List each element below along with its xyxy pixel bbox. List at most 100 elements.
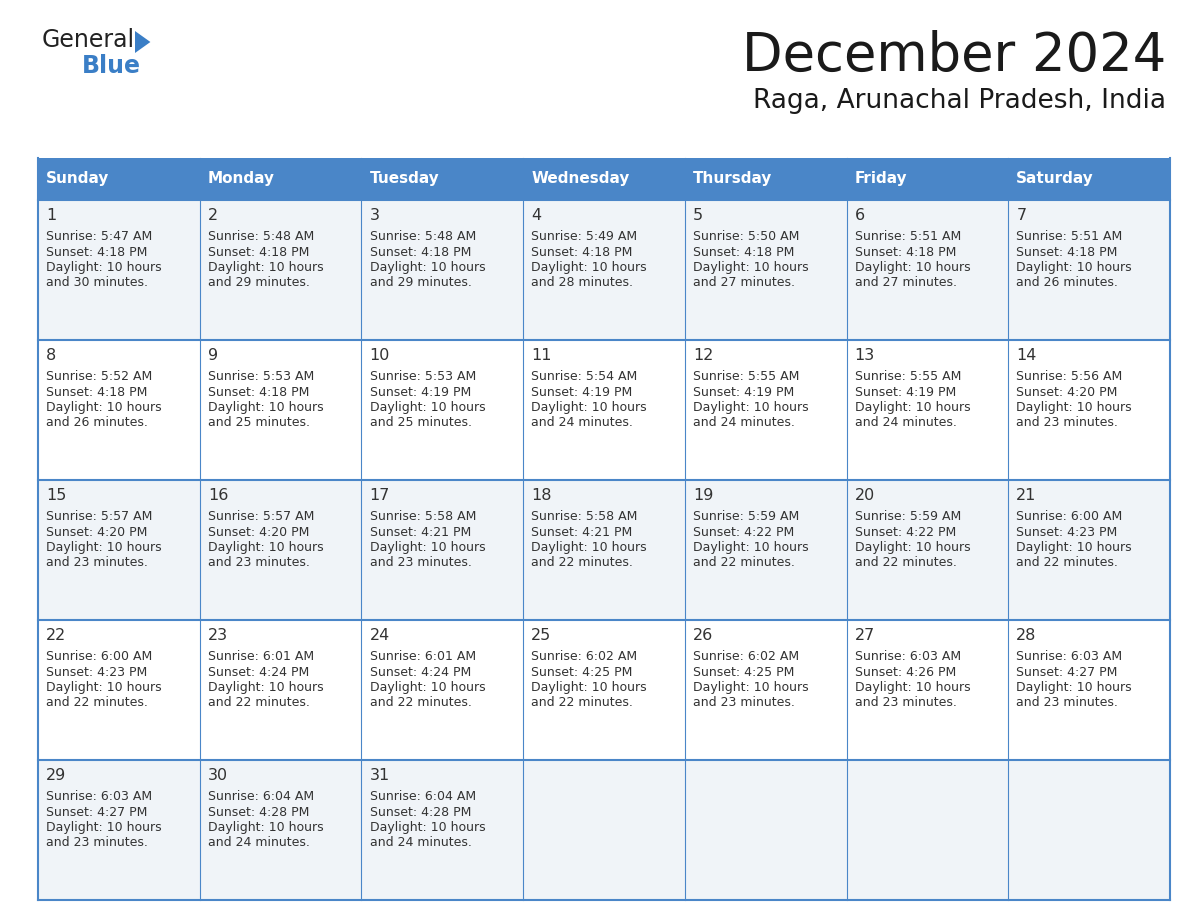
Text: 18: 18	[531, 488, 551, 503]
Text: Sunset: 4:20 PM: Sunset: 4:20 PM	[208, 525, 309, 539]
Text: 3: 3	[369, 208, 379, 223]
Text: Saturday: Saturday	[1017, 172, 1094, 186]
Text: Sunrise: 6:02 AM: Sunrise: 6:02 AM	[531, 650, 637, 663]
Text: Daylight: 10 hours: Daylight: 10 hours	[208, 821, 323, 834]
Text: and 30 minutes.: and 30 minutes.	[46, 276, 148, 289]
Text: Sunset: 4:19 PM: Sunset: 4:19 PM	[693, 386, 795, 398]
Text: Daylight: 10 hours: Daylight: 10 hours	[208, 401, 323, 414]
Text: Raga, Arunachal Pradesh, India: Raga, Arunachal Pradesh, India	[753, 88, 1165, 114]
Text: Sunset: 4:19 PM: Sunset: 4:19 PM	[854, 386, 956, 398]
Text: Sunset: 4:24 PM: Sunset: 4:24 PM	[369, 666, 470, 678]
Text: 4: 4	[531, 208, 542, 223]
Text: Sunset: 4:18 PM: Sunset: 4:18 PM	[369, 245, 470, 259]
Text: Sunrise: 6:03 AM: Sunrise: 6:03 AM	[46, 790, 152, 803]
Text: and 23 minutes.: and 23 minutes.	[1017, 697, 1118, 710]
Bar	[38, 200, 1170, 340]
Text: Sunrise: 5:53 AM: Sunrise: 5:53 AM	[369, 370, 475, 383]
Text: Sunset: 4:28 PM: Sunset: 4:28 PM	[369, 805, 470, 819]
Text: and 28 minutes.: and 28 minutes.	[531, 276, 633, 289]
Text: and 23 minutes.: and 23 minutes.	[369, 556, 472, 569]
Text: Daylight: 10 hours: Daylight: 10 hours	[854, 261, 971, 274]
Text: and 22 minutes.: and 22 minutes.	[208, 697, 310, 710]
Text: Daylight: 10 hours: Daylight: 10 hours	[369, 541, 485, 554]
Bar	[847, 158, 1009, 200]
Text: 17: 17	[369, 488, 390, 503]
Text: 15: 15	[46, 488, 67, 503]
Text: Sunrise: 5:47 AM: Sunrise: 5:47 AM	[46, 230, 152, 243]
Text: Sunset: 4:18 PM: Sunset: 4:18 PM	[46, 386, 147, 398]
Text: Daylight: 10 hours: Daylight: 10 hours	[531, 681, 646, 694]
Text: Sunset: 4:20 PM: Sunset: 4:20 PM	[46, 525, 147, 539]
Text: 12: 12	[693, 348, 713, 363]
Text: Sunset: 4:18 PM: Sunset: 4:18 PM	[208, 245, 309, 259]
Text: Sunrise: 5:55 AM: Sunrise: 5:55 AM	[854, 370, 961, 383]
Text: 28: 28	[1017, 628, 1037, 643]
Text: Sunrise: 5:51 AM: Sunrise: 5:51 AM	[854, 230, 961, 243]
Text: Daylight: 10 hours: Daylight: 10 hours	[369, 821, 485, 834]
Text: 23: 23	[208, 628, 228, 643]
Text: and 24 minutes.: and 24 minutes.	[693, 417, 795, 430]
Text: and 22 minutes.: and 22 minutes.	[531, 697, 633, 710]
Text: Daylight: 10 hours: Daylight: 10 hours	[693, 541, 809, 554]
Text: Daylight: 10 hours: Daylight: 10 hours	[208, 541, 323, 554]
Text: Sunset: 4:27 PM: Sunset: 4:27 PM	[1017, 666, 1118, 678]
Text: and 22 minutes.: and 22 minutes.	[369, 697, 472, 710]
Text: and 24 minutes.: and 24 minutes.	[208, 836, 310, 849]
Text: and 24 minutes.: and 24 minutes.	[369, 836, 472, 849]
Text: and 22 minutes.: and 22 minutes.	[46, 697, 148, 710]
Text: Sunset: 4:27 PM: Sunset: 4:27 PM	[46, 805, 147, 819]
Text: and 22 minutes.: and 22 minutes.	[1017, 556, 1118, 569]
Text: Sunrise: 6:02 AM: Sunrise: 6:02 AM	[693, 650, 800, 663]
Text: Sunset: 4:21 PM: Sunset: 4:21 PM	[531, 525, 632, 539]
Text: Daylight: 10 hours: Daylight: 10 hours	[1017, 541, 1132, 554]
Text: Sunset: 4:18 PM: Sunset: 4:18 PM	[693, 245, 795, 259]
Text: Sunrise: 6:01 AM: Sunrise: 6:01 AM	[369, 650, 475, 663]
Text: Daylight: 10 hours: Daylight: 10 hours	[531, 541, 646, 554]
Text: 6: 6	[854, 208, 865, 223]
Text: and 26 minutes.: and 26 minutes.	[1017, 276, 1118, 289]
Text: and 22 minutes.: and 22 minutes.	[693, 556, 795, 569]
Text: December 2024: December 2024	[741, 30, 1165, 82]
Text: General: General	[42, 28, 135, 52]
Text: Sunrise: 6:04 AM: Sunrise: 6:04 AM	[369, 790, 475, 803]
Text: Sunset: 4:25 PM: Sunset: 4:25 PM	[531, 666, 632, 678]
Text: Daylight: 10 hours: Daylight: 10 hours	[531, 261, 646, 274]
Text: Sunset: 4:18 PM: Sunset: 4:18 PM	[1017, 245, 1118, 259]
Bar	[361, 158, 523, 200]
Text: Daylight: 10 hours: Daylight: 10 hours	[46, 681, 162, 694]
Text: Sunrise: 5:50 AM: Sunrise: 5:50 AM	[693, 230, 800, 243]
Text: and 24 minutes.: and 24 minutes.	[854, 417, 956, 430]
Text: Daylight: 10 hours: Daylight: 10 hours	[369, 261, 485, 274]
Text: Sunrise: 6:01 AM: Sunrise: 6:01 AM	[208, 650, 314, 663]
Text: Daylight: 10 hours: Daylight: 10 hours	[854, 401, 971, 414]
Text: 30: 30	[208, 768, 228, 783]
Text: 19: 19	[693, 488, 713, 503]
Text: Sunrise: 6:03 AM: Sunrise: 6:03 AM	[1017, 650, 1123, 663]
Text: 25: 25	[531, 628, 551, 643]
Text: Daylight: 10 hours: Daylight: 10 hours	[46, 541, 162, 554]
Text: Daylight: 10 hours: Daylight: 10 hours	[693, 261, 809, 274]
Text: Sunset: 4:25 PM: Sunset: 4:25 PM	[693, 666, 795, 678]
Text: 14: 14	[1017, 348, 1037, 363]
Text: and 29 minutes.: and 29 minutes.	[369, 276, 472, 289]
Text: Sunrise: 5:57 AM: Sunrise: 5:57 AM	[46, 510, 152, 523]
Text: 27: 27	[854, 628, 874, 643]
Bar	[38, 480, 1170, 620]
Text: 13: 13	[854, 348, 874, 363]
Text: Sunset: 4:18 PM: Sunset: 4:18 PM	[46, 245, 147, 259]
Text: Sunset: 4:18 PM: Sunset: 4:18 PM	[531, 245, 632, 259]
Text: 24: 24	[369, 628, 390, 643]
Text: and 23 minutes.: and 23 minutes.	[854, 697, 956, 710]
Text: Sunrise: 5:58 AM: Sunrise: 5:58 AM	[369, 510, 476, 523]
Text: Daylight: 10 hours: Daylight: 10 hours	[1017, 401, 1132, 414]
Text: Sunrise: 5:58 AM: Sunrise: 5:58 AM	[531, 510, 638, 523]
Text: Sunrise: 5:59 AM: Sunrise: 5:59 AM	[854, 510, 961, 523]
Text: and 29 minutes.: and 29 minutes.	[208, 276, 310, 289]
Text: Sunday: Sunday	[46, 172, 109, 186]
Text: and 25 minutes.: and 25 minutes.	[208, 417, 310, 430]
Text: Sunrise: 6:00 AM: Sunrise: 6:00 AM	[1017, 510, 1123, 523]
Text: Daylight: 10 hours: Daylight: 10 hours	[1017, 261, 1132, 274]
Polygon shape	[135, 31, 151, 53]
Text: Sunset: 4:23 PM: Sunset: 4:23 PM	[46, 666, 147, 678]
Text: Daylight: 10 hours: Daylight: 10 hours	[46, 821, 162, 834]
